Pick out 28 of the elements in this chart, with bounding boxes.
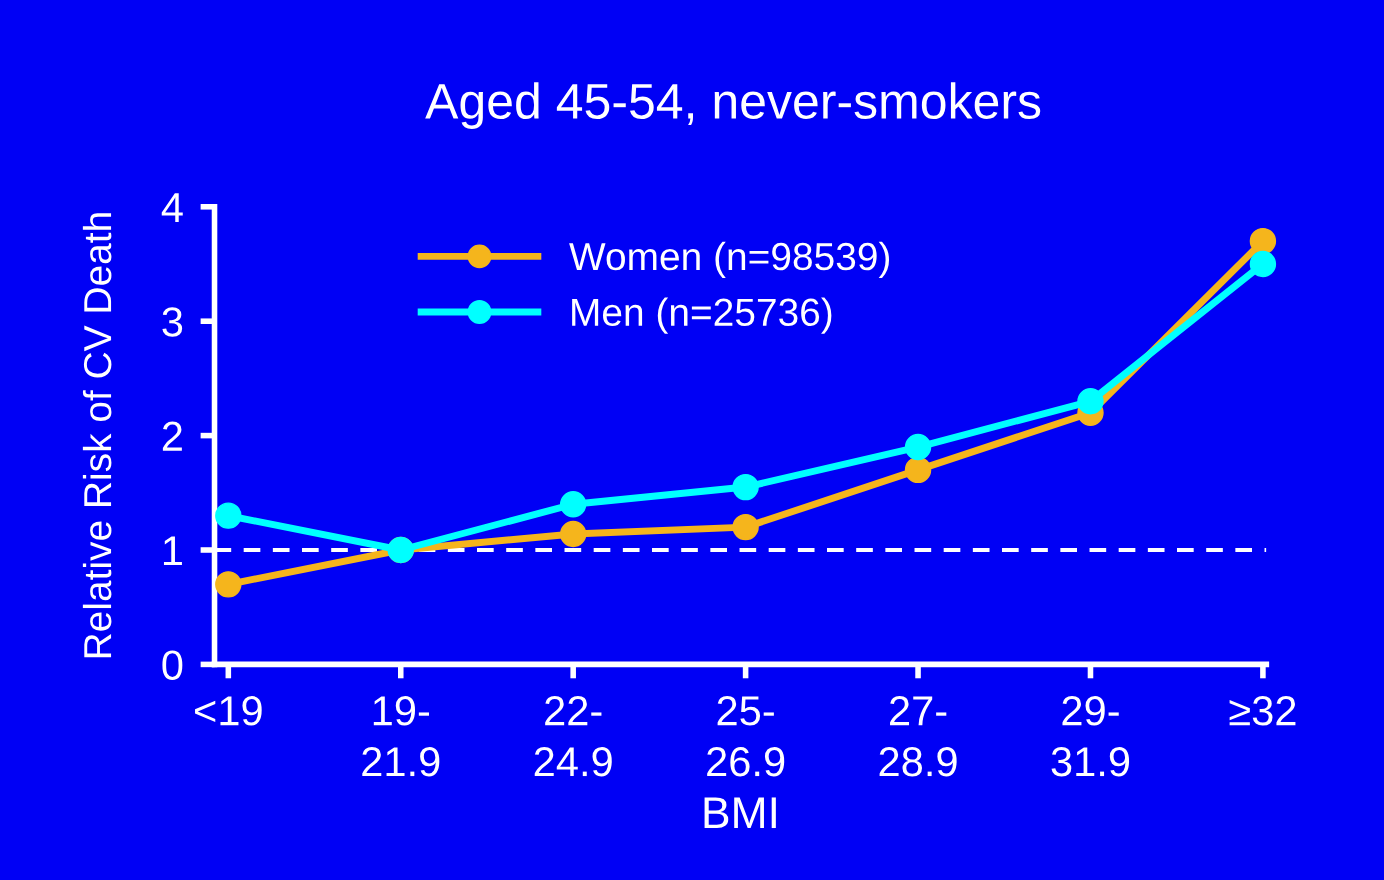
point xyxy=(732,513,759,541)
y-tick-label: 0 xyxy=(162,650,183,680)
x-tick-label: 25- 26.9 xyxy=(707,696,785,777)
x-tick-label: 29- 31.9 xyxy=(1051,696,1130,777)
x-tick-label: 19- 21.9 xyxy=(362,696,440,777)
x-tick-label: 22- 24.9 xyxy=(534,696,612,777)
point xyxy=(1249,250,1277,278)
point xyxy=(215,502,242,529)
point xyxy=(904,433,932,461)
y-tick-label: 1 xyxy=(163,536,182,566)
x-axis-title: BMI xyxy=(704,797,776,829)
point xyxy=(215,571,242,598)
point xyxy=(1249,227,1277,255)
x-tick-label: 27- 28.9 xyxy=(879,696,957,777)
chart-title: Aged 45-54, never-smokers xyxy=(425,82,1041,129)
x-tick-label: ≥32 xyxy=(1229,696,1296,726)
legend-label: Women (n=98539) xyxy=(569,241,890,279)
point xyxy=(904,456,932,484)
point xyxy=(732,473,759,501)
point xyxy=(1077,388,1104,415)
x-tick-label: <19 xyxy=(195,696,262,726)
y-axis-title: Relative Risk of CV Death xyxy=(82,213,112,658)
point xyxy=(559,520,587,548)
legend-label: Men (n=25736) xyxy=(572,297,832,334)
y-tick-label: 4 xyxy=(161,193,183,222)
y-tick-label: 2 xyxy=(162,421,182,451)
y-tick-label: 3 xyxy=(162,307,183,337)
point xyxy=(559,491,587,518)
